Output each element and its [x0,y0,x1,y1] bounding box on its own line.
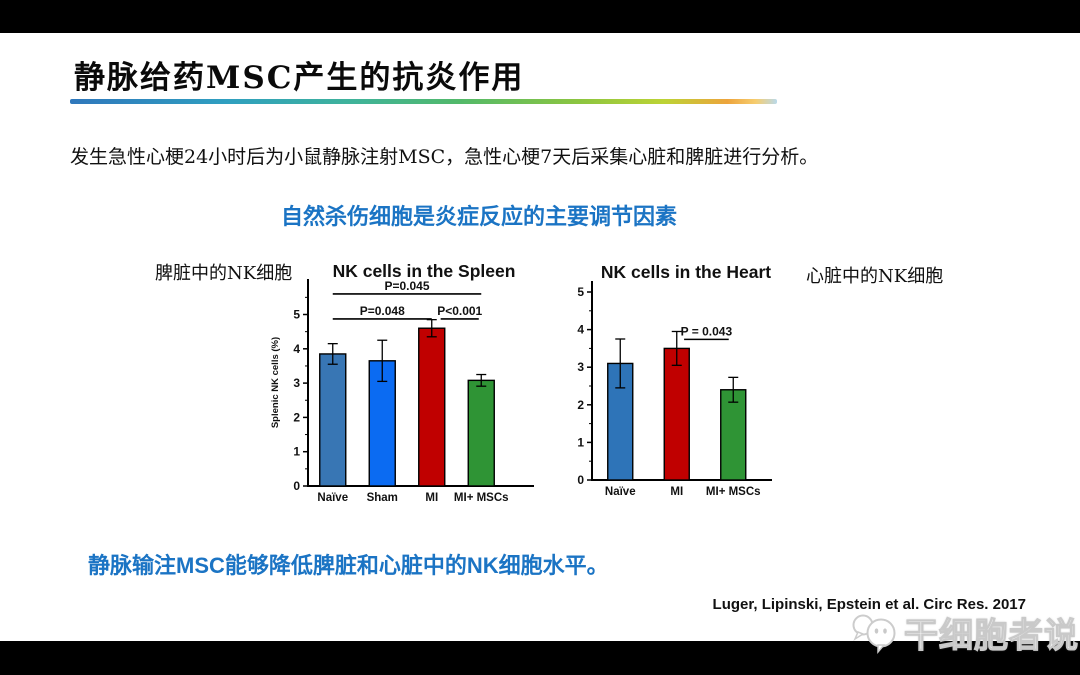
spleen-bar-chart: NK cells in the Spleen 0 1 2 3 4 5 Naïve Sham MI M… [268,252,548,519]
y-tick-label: 1 [293,445,300,459]
chart-title: NK cells in the Heart [601,262,771,282]
y-tick-label: 1 [577,435,584,449]
slide-title: 静脉给药MSC产生的抗炎作用 [74,60,525,96]
heart-chart-cjk-label: 心脏中的NK细胞 [806,266,944,287]
heart-bar-chart: NK cells in the Heart 0 1 2 3 4 5 Naïve MI MI+ MS… [558,258,798,515]
bar [418,327,446,487]
x-category-label: Naïve [317,492,348,504]
x-category-label: MI [425,492,438,504]
y-tick-label: 5 [577,285,584,299]
significance-label: P<0.001 [437,304,482,318]
x-category-label: MI+ MSCs [706,486,761,498]
watermark-text: 干细胞者说 [903,616,1079,655]
y-tick-label: 4 [577,323,584,337]
conclusion-text: 静脉输注MSC能够降低脾脏和心脏中的NK细胞水平。 [88,553,609,578]
x-category-label: MI+ MSCs [454,492,509,504]
watermark: 干细胞者说 [850,608,1079,657]
citation-text: Luger, Lipinski, Epstein et al. Circ Res… [712,596,1026,613]
x-category-label: Sham [367,492,398,504]
y-tick-label: 3 [577,360,584,374]
y-tick-label: 0 [293,479,300,493]
speech-bubble-face-icon [852,614,896,654]
y-tick-label: 2 [577,398,584,412]
title-gradient-rule [70,99,777,104]
x-category-label: Naïve [605,486,636,498]
y-tick-label: 3 [293,376,300,390]
bar [319,353,347,487]
y-tick-label: 5 [293,308,300,322]
bar [663,347,690,481]
x-category-label: MI [670,486,683,498]
y-tick-label: 0 [577,473,584,487]
top-letterbox-bar [0,0,1080,33]
bar [720,389,747,481]
section-subtitle: 自然杀伤细胞是炎症反应的主要调节因素 [281,204,678,229]
y-tick-label: 2 [293,410,300,424]
significance-label: P=0.045 [384,279,429,293]
significance-label: P = 0.043 [681,324,733,338]
intro-text: 发生急性心梗24小时后为小鼠静脉注射MSC，急性心梗7天后采集心脏和脾脏进行分析… [70,146,819,168]
bottom-letterbox-bar [0,641,1080,675]
spleen-chart-cjk-label: 脾脏中的NK细胞 [155,263,293,284]
y-tick-label: 4 [293,342,300,356]
chart-title: NK cells in the Spleen [333,261,516,281]
bar [467,379,495,487]
significance-label: P=0.048 [360,304,405,318]
y-axis-label: Splenic NK cells (%) [270,337,281,428]
